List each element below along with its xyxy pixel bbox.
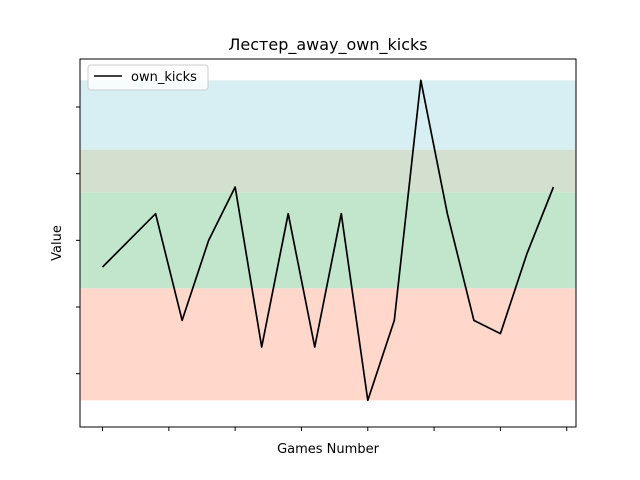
legend-label-own-kicks: own_kicks bbox=[131, 70, 197, 85]
series-lines bbox=[101, 79, 555, 402]
y-axis-label: Value bbox=[50, 225, 65, 261]
legend: own_kicks bbox=[87, 64, 209, 91]
y-axis-ticks bbox=[76, 106, 80, 375]
chart-title: Лестер_away_own_kicks bbox=[228, 35, 427, 55]
background-bands bbox=[80, 80, 576, 401]
band-0 bbox=[80, 288, 576, 401]
band-3 bbox=[80, 80, 576, 150]
band-1 bbox=[80, 192, 576, 289]
x-axis-ticks bbox=[102, 427, 568, 431]
series-line-own-kicks bbox=[101, 79, 555, 402]
band-2 bbox=[80, 149, 576, 193]
x-axis-label: Games Number bbox=[277, 442, 379, 457]
legend-box bbox=[87, 64, 209, 91]
plot-frame bbox=[79, 58, 577, 428]
